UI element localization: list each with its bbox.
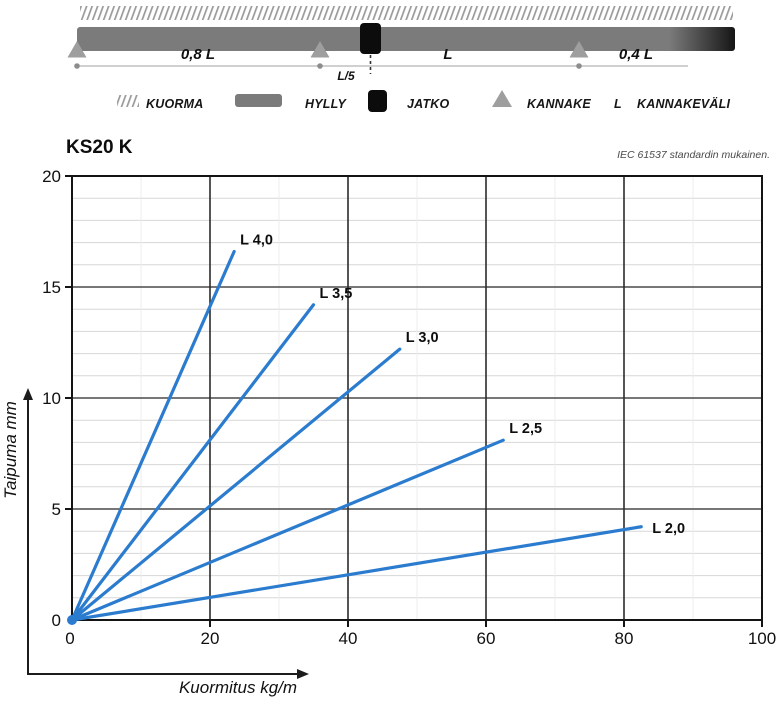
support-dot [74, 63, 80, 69]
x-tick-label: 40 [339, 629, 358, 648]
span-label-mid: L [443, 46, 452, 63]
shelf-bar-icon [235, 94, 282, 107]
y-tick-label: 20 [42, 167, 61, 186]
series-label: L 2,0 [652, 521, 685, 537]
series-label: L 4,0 [240, 232, 273, 248]
span-label-right: 0,4 L [619, 46, 653, 63]
legend-label-jatko: JATKO [407, 97, 450, 111]
series-line [70, 525, 643, 622]
y-tick-label: 10 [42, 389, 61, 408]
legend-label-kannake: KANNAKE [527, 97, 591, 111]
legend-symbol-l: L [614, 97, 622, 111]
x-tick-label: 60 [477, 629, 496, 648]
deflection-chart: KS20 K IEC 61537 standardin mukainen. 0 5… [1, 137, 776, 697]
shelf-bar [77, 27, 735, 51]
y-axis-arrowhead-icon [23, 388, 33, 400]
y-axis-title: Taipuma mm [1, 401, 20, 499]
support-triangle-icon [310, 41, 330, 58]
support-triangle-icon [569, 41, 589, 58]
hatch-load-icon [117, 95, 139, 107]
y-tick-label: 5 [52, 500, 61, 519]
legend-label-kuorma: KUORMA [146, 97, 203, 111]
support-triangle-icon [492, 90, 512, 107]
diagram-legend: KUORMA HYLLY JATKO KANNAKE L KANNAKEVÄLI [117, 90, 731, 112]
y-tick-label: 15 [42, 278, 61, 297]
plot-area: 0 5 10 15 20 0 20 40 60 80 100 L 4,0 L 3,5 L 3,0 L 2,5… [42, 167, 776, 648]
joint-square-icon [368, 90, 387, 112]
joint-offset-label: L/5 [337, 69, 355, 83]
series-line [70, 347, 402, 622]
origin-dot [67, 615, 77, 625]
y-tick-label: 0 [52, 611, 61, 630]
installation-diagram: 0,8 L L 0,4 L L/5 KUORMA HYLLY JATKO KAN… [67, 6, 735, 112]
x-axis-arrowhead-icon [297, 669, 309, 679]
series-label: L 3,5 [320, 286, 353, 302]
chart-title: KS20 K [66, 137, 133, 158]
support-dot [317, 63, 323, 69]
x-tick-label: 0 [65, 629, 74, 648]
x-tick-label: 80 [615, 629, 634, 648]
x-tick-label: 20 [201, 629, 220, 648]
series-line [70, 249, 236, 622]
legend-label-kannakevali: KANNAKEVÄLI [637, 96, 731, 111]
series-label: L 3,0 [406, 330, 439, 346]
series-line [70, 438, 505, 622]
support-dot [576, 63, 582, 69]
span-label-left: 0,8 L [181, 46, 215, 63]
series-line [70, 303, 316, 622]
joint-square-icon [360, 23, 381, 54]
x-axis-title: Kuormitus kg/m [179, 678, 297, 697]
standard-note: IEC 61537 standardin mukainen. [617, 149, 770, 161]
x-tick-label: 100 [748, 629, 776, 648]
series-label: L 2,5 [509, 421, 542, 437]
load-hatch-icon [80, 6, 733, 20]
support-triangle-icon [67, 41, 87, 58]
legend-label-hylly: HYLLY [305, 97, 348, 111]
